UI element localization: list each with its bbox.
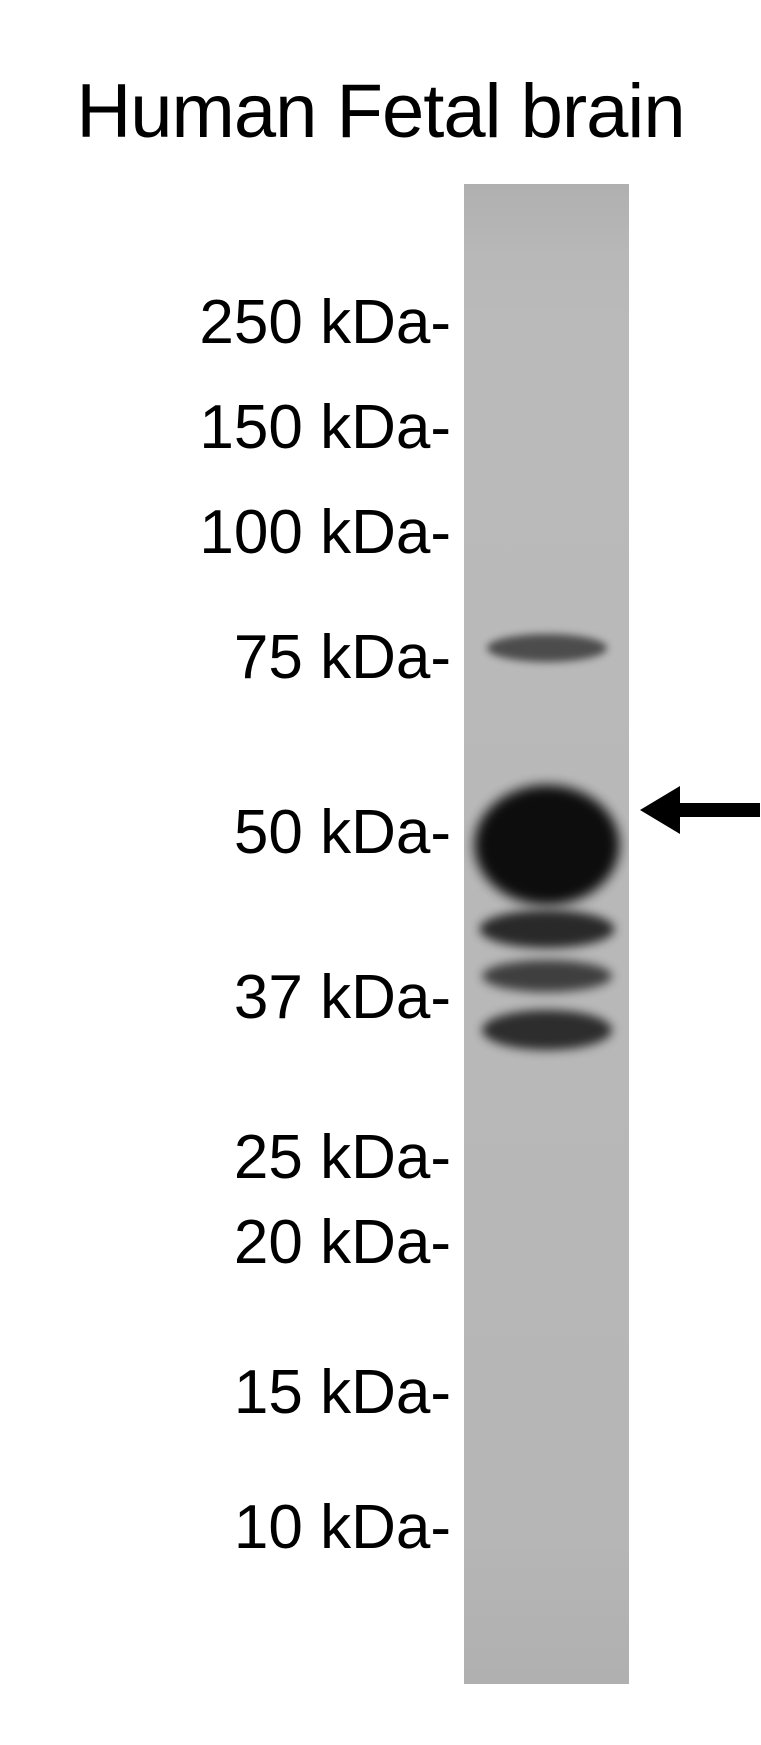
molecular-weight-marker: 50 kDa- bbox=[234, 797, 451, 868]
molecular-weight-marker: 37 kDa- bbox=[234, 962, 451, 1033]
molecular-weight-marker: 15 kDa- bbox=[234, 1357, 451, 1428]
molecular-weight-marker: 10 kDa- bbox=[234, 1492, 451, 1563]
western-blot-lane bbox=[464, 184, 629, 1684]
molecular-weight-marker: 20 kDa- bbox=[234, 1207, 451, 1278]
blot-band bbox=[482, 960, 612, 992]
target-band-arrow bbox=[640, 790, 760, 830]
molecular-weight-marker: 150 kDa- bbox=[199, 392, 451, 463]
molecular-weight-marker: 25 kDa- bbox=[234, 1122, 451, 1193]
sample-title: Human Fetal brain bbox=[0, 68, 761, 155]
arrow-head-icon bbox=[640, 786, 680, 834]
blot-band bbox=[482, 1010, 612, 1050]
blot-band bbox=[474, 785, 619, 905]
molecular-weight-marker: 75 kDa- bbox=[234, 622, 451, 693]
blot-band bbox=[479, 910, 614, 948]
arrow-line bbox=[675, 803, 760, 817]
molecular-weight-marker: 100 kDa- bbox=[199, 497, 451, 568]
blot-band bbox=[487, 634, 607, 662]
molecular-weight-marker: 250 kDa- bbox=[199, 287, 451, 358]
